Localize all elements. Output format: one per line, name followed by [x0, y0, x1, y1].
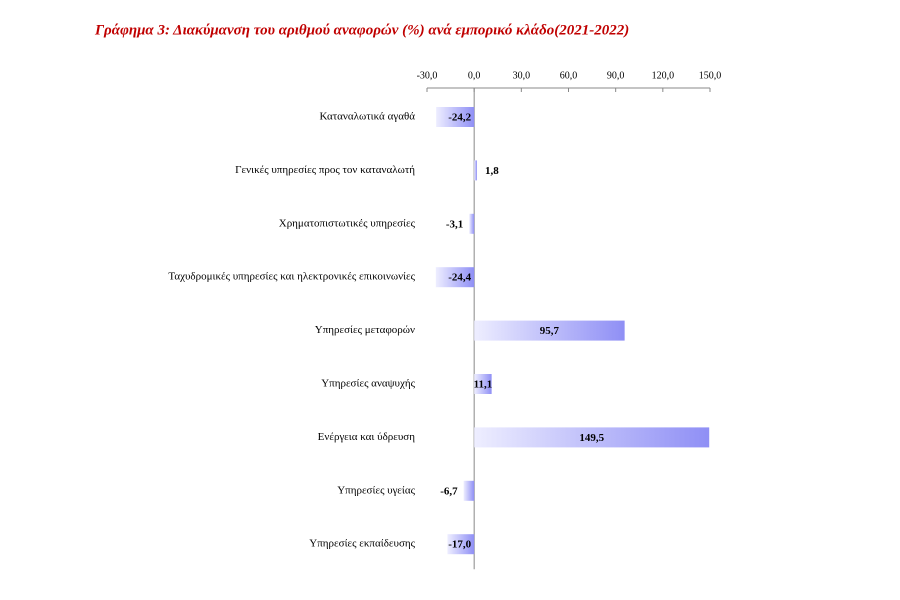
category-label: Χρηματοπιστωτικές υπηρεσίες	[279, 217, 416, 229]
category-label: Υπηρεσίες εκπαίδευσης	[309, 538, 415, 550]
value-label: -17,0	[448, 539, 471, 551]
value-label: -24,2	[448, 112, 471, 124]
x-tick-label: 120,0	[652, 70, 675, 81]
chart-title: Γράφημα 3: Διακύμανση του αριθμού αναφορ…	[94, 22, 629, 38]
category-label: Ενέργεια και ύδρευση	[318, 431, 416, 443]
category-label: Καταναλωτικά αγαθά	[319, 111, 415, 123]
category-label: Γενικές υπηρεσίες προς τον καταναλωτή	[235, 164, 415, 176]
x-tick-label: 150,0	[699, 70, 722, 81]
category-label: Υπηρεσίες υγείας	[337, 484, 415, 496]
value-label: 11,1	[474, 379, 493, 391]
category-label: Υπηρεσίες μεταφορών	[315, 324, 415, 336]
bar	[469, 213, 475, 234]
bar	[474, 160, 477, 181]
bar	[435, 267, 475, 288]
category-label: Ταχυδρομικές υπηρεσίες και ηλεκτρονικές …	[168, 271, 415, 283]
value-label: 95,7	[540, 325, 560, 337]
x-tick-label: 0,0	[468, 70, 481, 81]
bar	[474, 374, 492, 394]
x-tick-label: 30,0	[513, 70, 531, 81]
x-tick-label: 60,0	[560, 70, 578, 81]
bar	[474, 427, 710, 448]
value-label: -24,4	[448, 272, 471, 284]
bar	[463, 480, 475, 501]
bar	[474, 320, 625, 341]
x-tick-label: 90,0	[607, 70, 625, 81]
value-label: -3,1	[446, 218, 463, 230]
category-label: Υπηρεσίες αναψυχής	[321, 378, 415, 390]
bar	[447, 534, 475, 555]
value-label: 149,5	[579, 432, 604, 444]
value-label: -6,7	[440, 485, 458, 497]
bar	[436, 107, 475, 127]
value-label: 1,8	[485, 165, 499, 177]
x-tick-label: -30,0	[417, 70, 438, 81]
